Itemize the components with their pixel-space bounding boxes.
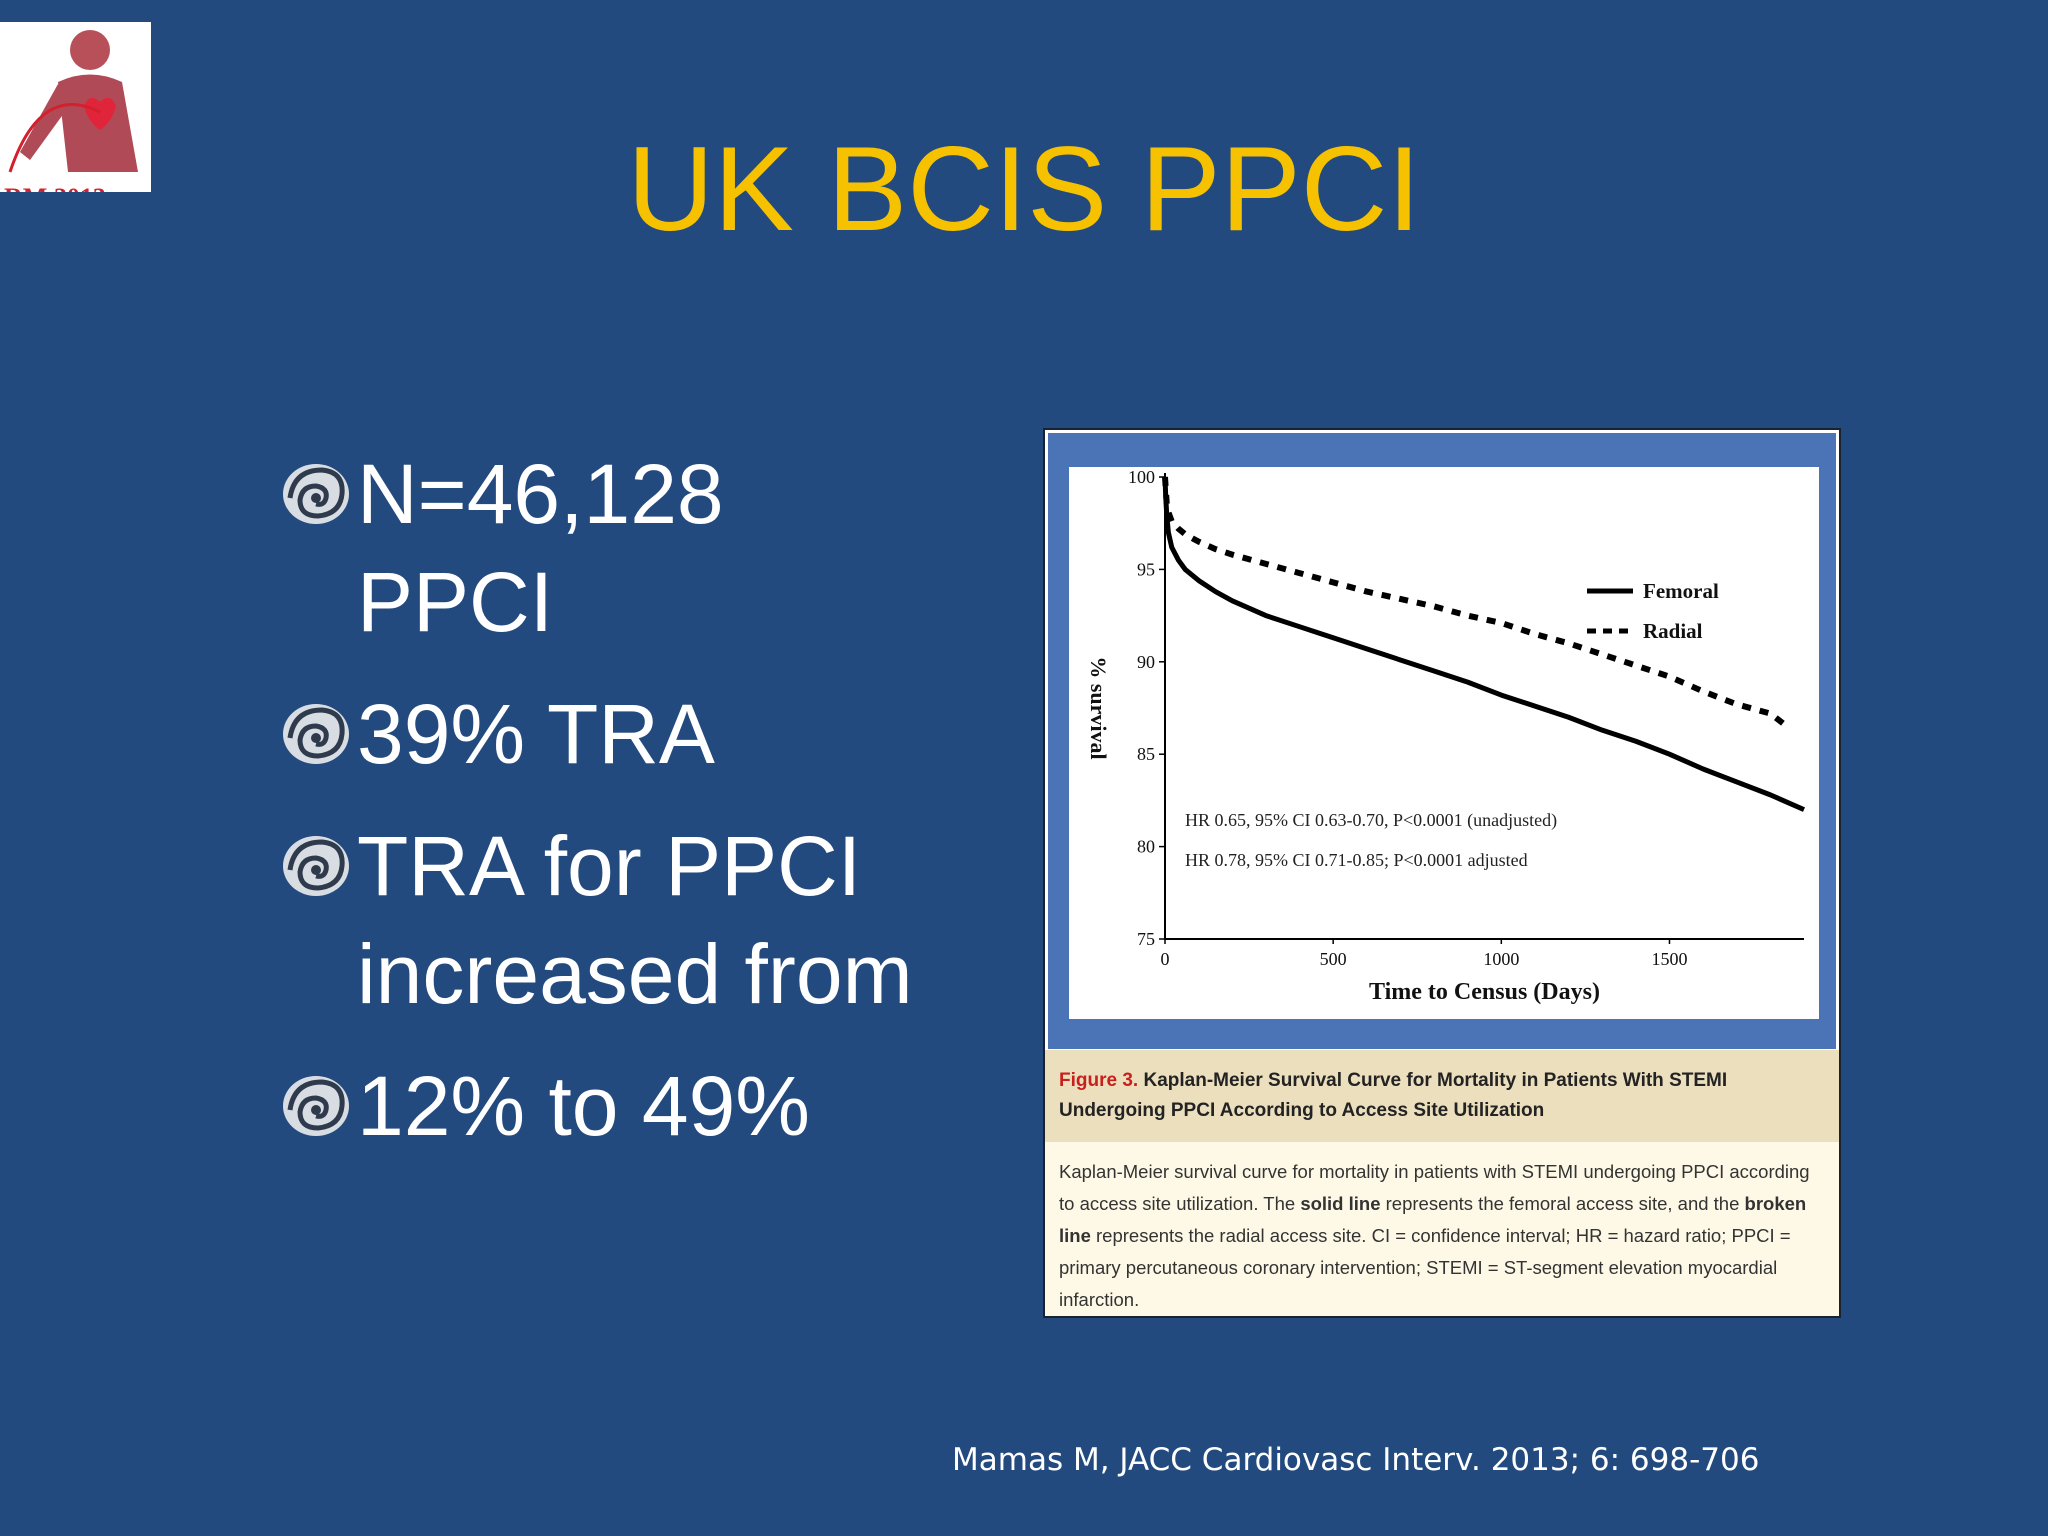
caption-bold-2: broken line <box>1059 1193 1807 1246</box>
y-tick-label: 90 <box>1137 652 1155 672</box>
caption-text-2: represents the femoral access site, and … <box>1380 1193 1745 1214</box>
series-line-femoral <box>1162 476 1806 812</box>
swirl-bullet-icon <box>283 1076 349 1136</box>
bullet-text-line: 12% to 49% <box>357 1059 810 1153</box>
figure-caption-title: Figure 3. Kaplan-Meier Survival Curve fo… <box>1045 1050 1839 1142</box>
plot-frame: 75 80 85 90 95 100 0 500 1000 1500 Time to Census … <box>1048 433 1836 1049</box>
y-tick-label: 85 <box>1137 744 1155 764</box>
x-tick-label: 1000 <box>1483 949 1519 969</box>
swirl-bullet-icon <box>283 836 349 896</box>
bullet-text-line: PPCI <box>357 555 554 649</box>
swirl-bullet-icon <box>283 704 349 764</box>
bullet-list: N=46,128 PPCI 39% TRA TRA for PPCI increased… <box>280 440 1020 1184</box>
y-axis-label: % survival <box>1086 656 1111 759</box>
logo-arm <box>20 84 72 160</box>
caption-text-1: Kaplan-Meier survival curve for mortalit… <box>1059 1161 1810 1214</box>
figure-title: Kaplan-Meier Survival Curve for Mortalit… <box>1059 1070 1728 1121</box>
logo-heart <box>84 97 116 130</box>
journal-figure: 75 80 85 90 95 100 0 500 1000 1500 Time to Census … <box>1043 428 1841 1318</box>
citation: Mamas M, JACC Cardiovasc Interv. 2013; 6… <box>952 1442 1760 1478</box>
series-line-radial <box>1162 476 1790 729</box>
slide-title-text: UK BCIS PPCI <box>627 122 1421 256</box>
bullet-text-line: TRA for PPCI <box>357 819 862 913</box>
bullet-item: TRA for PPCI increased from <box>280 812 1020 1028</box>
hazard-ratio-annotation: HR 0.78, 95% CI 0.71-0.85; P<0.0001 adju… <box>1185 850 1528 870</box>
bullet-text-line: increased from <box>357 927 913 1021</box>
swirl-bullet-icon <box>283 464 349 524</box>
y-tick-label: 75 <box>1137 929 1155 949</box>
x-axis-label: Time to Census (Days) <box>1369 979 1600 1005</box>
y-tick-label: 95 <box>1137 559 1155 579</box>
figure-caption-body: Kaplan-Meier survival curve for mortalit… <box>1045 1142 1839 1316</box>
figure-number: Figure 3. <box>1059 1070 1139 1091</box>
caption-text-3: represents the radial access site. CI = … <box>1059 1225 1791 1310</box>
legend-label-femoral: Femoral <box>1643 579 1719 603</box>
x-tick-label: 0 <box>1161 949 1170 969</box>
bullet-item: N=46,128 PPCI <box>280 440 1020 656</box>
y-tick-label: 100 <box>1128 467 1155 487</box>
slide-title: UK BCIS PPCI <box>0 120 2048 258</box>
logo-head <box>70 30 110 70</box>
bullet-text-line: N=46,128 <box>357 447 724 541</box>
logo-vessel <box>8 103 101 173</box>
x-tick-label: 500 <box>1320 949 1347 969</box>
x-tick-label: 1500 <box>1651 949 1687 969</box>
hazard-ratio-annotation: HR 0.65, 95% CI 0.63-0.70, P<0.0001 (una… <box>1185 810 1557 831</box>
y-tick-label: 80 <box>1137 837 1155 857</box>
bullet-item: 39% TRA <box>280 680 1020 788</box>
caption-bold-1: solid line <box>1300 1193 1381 1214</box>
legend-label-radial: Radial <box>1643 619 1703 643</box>
bullet-item: 12% to 49% <box>280 1052 1020 1160</box>
bullet-text-line: 39% TRA <box>357 687 715 781</box>
plot-area: 75 80 85 90 95 100 0 500 1000 1500 Time to Census … <box>1069 467 1819 1019</box>
